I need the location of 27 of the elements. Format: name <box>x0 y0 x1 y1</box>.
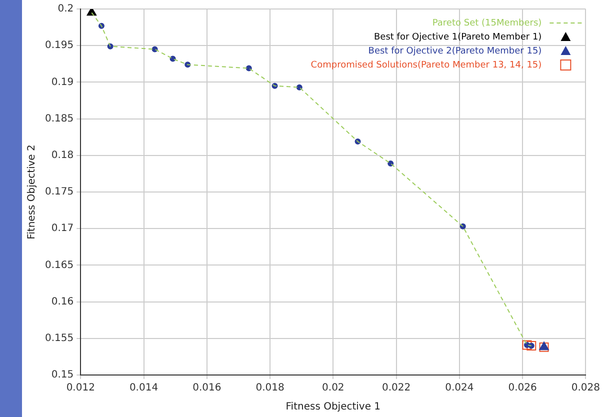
point <box>388 160 394 166</box>
x-tick-label: 0.012 <box>66 382 95 394</box>
y-tick-label: 0.155 <box>44 332 74 344</box>
y-tick-label: 0.16 <box>51 296 74 308</box>
x-tick-label: 0.018 <box>256 382 284 394</box>
x-axis-title: Fitness Objective 1 <box>286 402 381 413</box>
y-tick-label: 0.195 <box>44 40 74 52</box>
legend-label: Best for Ojective 2(Pareto Member 15) <box>368 46 542 56</box>
x-tick-label: 0.028 <box>571 382 600 394</box>
legend-label: Best for Ojective 1(Pareto Member 1) <box>374 32 542 42</box>
y-tick-label: 0.19 <box>51 76 74 88</box>
x-tick-label: 0.022 <box>382 382 411 394</box>
x-tick-label: 0.024 <box>445 382 474 394</box>
y-tick-label: 0.18 <box>51 150 74 161</box>
y-tick-label: 0.2 <box>58 4 74 15</box>
x-tick-label: 0.02 <box>322 382 344 394</box>
y-tick-label: 0.175 <box>44 186 74 198</box>
x-tick-label: 0.014 <box>129 382 158 394</box>
legend-label: Pareto Set (15Members) <box>432 18 542 28</box>
legend-label: Compromised Solutions(Pareto Member 13, 14, 15) <box>310 60 542 70</box>
x-tick-label: 0.026 <box>508 382 537 394</box>
y-tick-label: 0.165 <box>44 260 74 271</box>
y-axis-title: Fitness Objective 2 <box>26 144 38 240</box>
x-tick-label: 0.016 <box>192 382 222 394</box>
y-tick-label: 0.185 <box>44 113 74 124</box>
y-tick-label: 0.17 <box>51 223 74 234</box>
y-tick-label: 0.15 <box>51 370 74 381</box>
